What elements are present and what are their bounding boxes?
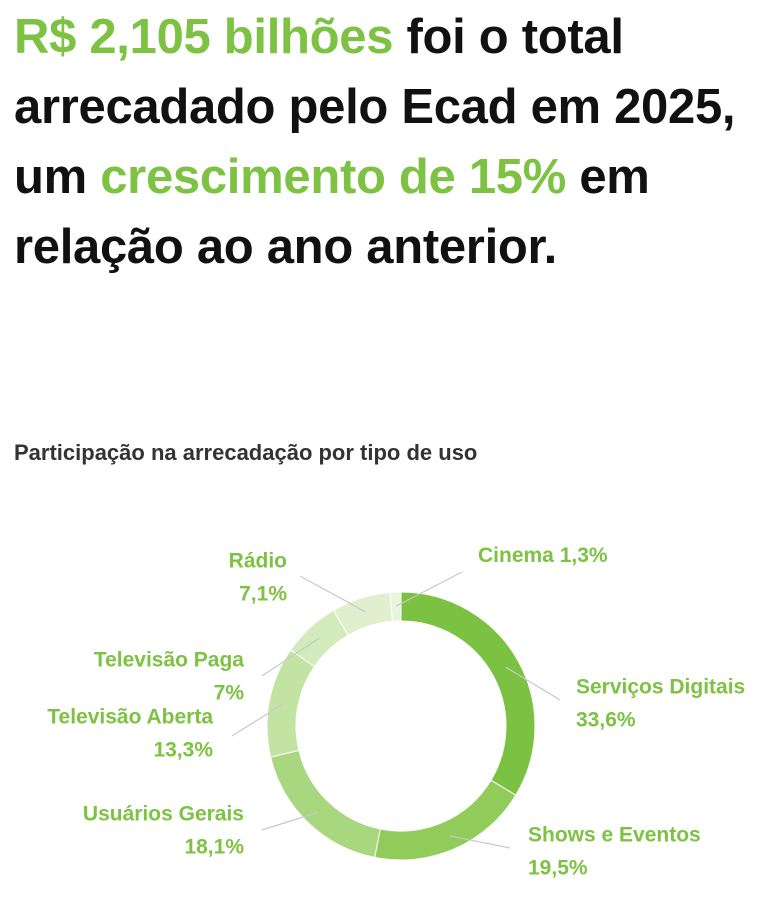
slice xyxy=(266,649,316,758)
category-label: Rádio xyxy=(229,550,287,573)
slice xyxy=(270,749,381,858)
value-label: 19,5% xyxy=(528,857,588,880)
leader-line xyxy=(261,811,318,831)
slice xyxy=(400,591,536,796)
category-label: Shows e Eventos xyxy=(528,824,701,847)
value-label: 18,1% xyxy=(184,836,244,859)
category-label: Televisão Aberta xyxy=(47,706,213,729)
slice-label: Cinema 1,3% xyxy=(478,544,608,567)
slice xyxy=(389,591,402,622)
headline-text: foi o total arrecadado pelo Ecad em 2025… xyxy=(14,10,736,204)
headline-highlight: R$ 2,105 bilhões xyxy=(14,10,394,64)
category-label: Serviços Digitais xyxy=(576,676,745,699)
value-label: 13,3% xyxy=(153,739,213,762)
chart-title: Participação na arrecadação por tipo de … xyxy=(14,440,478,465)
leader-line xyxy=(299,575,366,613)
leader-line xyxy=(505,666,561,701)
value-label: 7% xyxy=(214,682,245,705)
category-label: Usuários Gerais xyxy=(83,803,244,826)
leader-line xyxy=(449,835,511,849)
leader-line xyxy=(231,703,284,737)
headline-highlight: crescimento de 15% xyxy=(100,150,566,204)
category-label: Televisão Paga xyxy=(94,649,245,672)
value-label: 33,6% xyxy=(576,709,636,732)
leader-line xyxy=(395,571,463,607)
category-label: Cinema xyxy=(478,544,554,567)
slice xyxy=(374,779,517,861)
leader-line xyxy=(261,637,320,677)
value-label: 1,3% xyxy=(560,544,608,567)
headline: R$ 2,105 bilhões foi o total arrecadado … xyxy=(14,2,754,282)
headline-text: em relação ao ano anterior. xyxy=(14,150,650,274)
value-label: 7,1% xyxy=(239,583,287,606)
